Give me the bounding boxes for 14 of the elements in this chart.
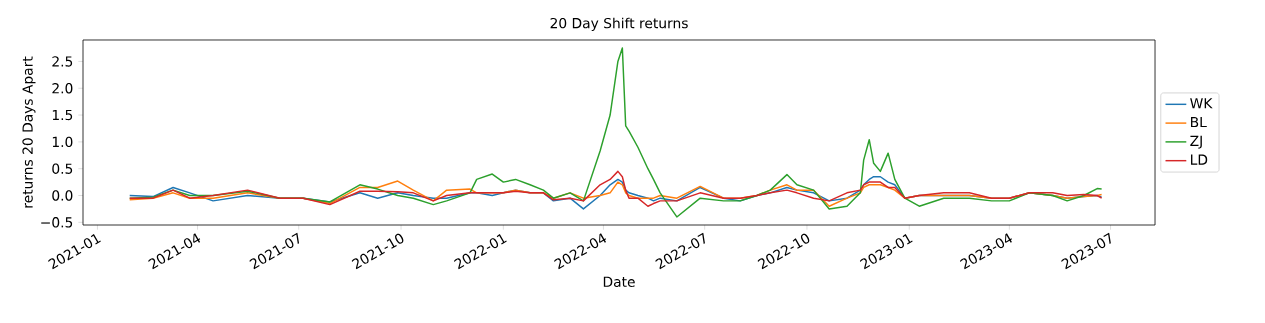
chart-title: 20 Day Shift returns	[550, 17, 688, 32]
y-tick-label: −0.5	[41, 217, 73, 228]
y-tick-label: 0.0	[52, 190, 73, 201]
x-axis-title: Date	[603, 276, 635, 288]
y-tick-label: 1.5	[52, 109, 73, 121]
y-tick-label: 2.5	[52, 56, 73, 67]
legend-label: WK	[1190, 98, 1213, 109]
legend-label: BL	[1191, 117, 1207, 128]
y-axis-title: returns 20 Days Apart	[22, 56, 36, 208]
legend-label: LD	[1191, 154, 1208, 165]
y-tick-label: 2.0	[52, 83, 73, 94]
y-tick-label: 1.0	[52, 136, 73, 148]
legend-label: ZJ	[1190, 135, 1202, 149]
y-tick-label: 0.5	[52, 163, 73, 174]
